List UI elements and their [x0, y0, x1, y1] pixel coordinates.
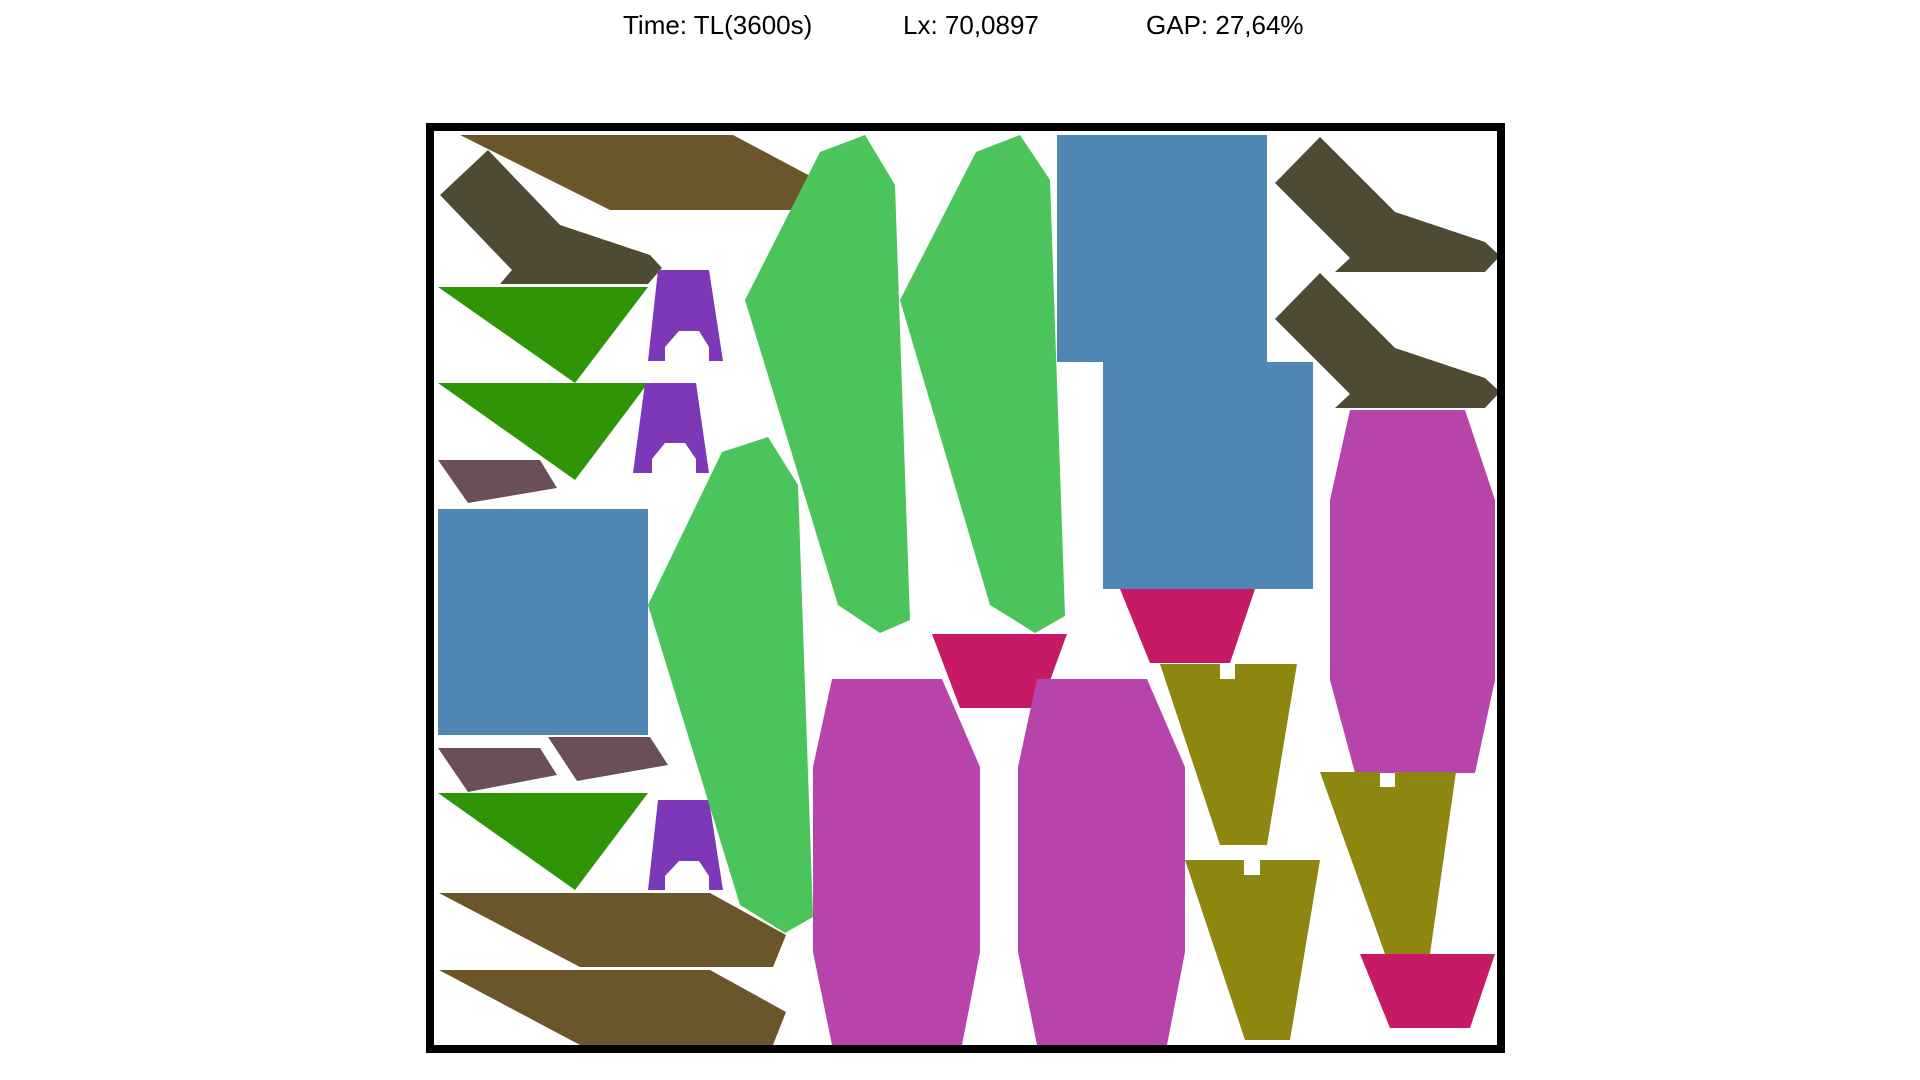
piece-arch-1 — [648, 270, 723, 361]
piece-split-v-3 — [1320, 772, 1456, 954]
piece-parallelogram-2 — [438, 748, 557, 792]
gap-label: GAP: 27,64% — [1146, 10, 1304, 40]
piece-boot-left — [440, 150, 662, 284]
piece-parallelogram-3 — [548, 737, 668, 781]
piece-arch-2 — [633, 383, 709, 473]
piece-trapezoid-3 — [1360, 954, 1495, 1028]
piece-split-v-2 — [1185, 860, 1320, 1040]
piece-split-v-1 — [1160, 664, 1297, 845]
piece-hexagon-green-2 — [900, 135, 1065, 633]
piece-rectangle-top — [1057, 135, 1267, 362]
piece-rectangle-left — [438, 509, 648, 735]
piece-octagon-2 — [1018, 679, 1185, 1045]
piece-triangle-2 — [438, 383, 648, 480]
bin-border — [426, 123, 1505, 1053]
piece-hexagon-green-3 — [648, 437, 813, 933]
piece-parallelogram-1 — [438, 460, 557, 503]
piece-boot-right-2 — [1275, 273, 1500, 408]
piece-rectangle-mid — [1103, 362, 1313, 589]
time-label: Time: TL(3600s) — [623, 10, 813, 40]
piece-arch-3 — [648, 800, 723, 890]
piece-hexagon-green-1 — [745, 135, 910, 633]
piece-octagon-3 — [1330, 410, 1495, 773]
piece-brown-bottom-2 — [439, 970, 786, 1045]
piece-triangle-3 — [438, 793, 648, 890]
piece-brown-bottom-1 — [439, 893, 786, 967]
piece-triangle-1 — [438, 287, 648, 383]
piece-octagon-1 — [813, 679, 980, 1045]
stats-header: Time: TL(3600s) Lx: 70,0897 GAP: 27,64% — [0, 10, 1920, 46]
piece-trapezoid-2 — [1120, 589, 1255, 663]
piece-boot-right-1 — [1275, 137, 1500, 272]
lx-label: Lx: 70,0897 — [903, 10, 1039, 40]
piece-brown-top — [460, 135, 812, 210]
piece-trapezoid-1 — [932, 634, 1067, 708]
